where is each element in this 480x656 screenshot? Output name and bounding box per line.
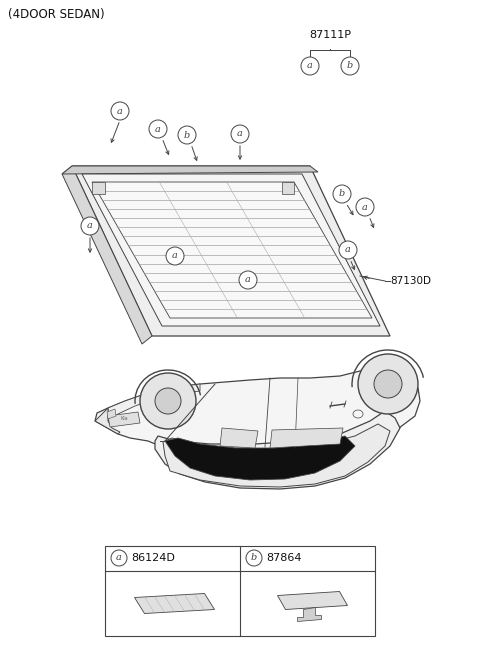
Polygon shape	[155, 411, 400, 489]
Polygon shape	[277, 592, 348, 609]
Text: a: a	[155, 125, 161, 134]
Circle shape	[140, 373, 196, 429]
Polygon shape	[282, 182, 294, 194]
Circle shape	[81, 217, 99, 235]
Text: a: a	[237, 129, 243, 138]
Polygon shape	[298, 607, 322, 621]
Text: a: a	[116, 554, 122, 562]
Circle shape	[358, 354, 418, 414]
Polygon shape	[72, 166, 390, 336]
Text: (4DOOR SEDAN): (4DOOR SEDAN)	[8, 8, 105, 21]
Polygon shape	[62, 166, 318, 174]
Polygon shape	[270, 428, 343, 448]
Circle shape	[231, 125, 249, 143]
Polygon shape	[108, 412, 140, 427]
Polygon shape	[220, 428, 258, 448]
Circle shape	[374, 370, 402, 398]
Text: a: a	[87, 222, 93, 230]
Polygon shape	[95, 368, 420, 451]
Circle shape	[166, 247, 184, 265]
Polygon shape	[92, 182, 105, 194]
Text: b: b	[339, 190, 345, 199]
Circle shape	[178, 126, 196, 144]
Polygon shape	[62, 166, 152, 344]
Text: Kia: Kia	[120, 417, 128, 422]
Text: 86124D: 86124D	[131, 553, 175, 563]
Text: 87864: 87864	[266, 553, 301, 563]
Circle shape	[149, 120, 167, 138]
Text: a: a	[345, 245, 351, 255]
Circle shape	[111, 102, 129, 120]
Text: a: a	[307, 62, 313, 70]
Text: b: b	[347, 62, 353, 70]
Text: 87111P: 87111P	[309, 30, 351, 40]
Text: a: a	[117, 106, 123, 115]
Polygon shape	[107, 409, 116, 419]
Circle shape	[341, 57, 359, 75]
Polygon shape	[134, 594, 215, 613]
Circle shape	[246, 550, 262, 566]
Polygon shape	[82, 174, 380, 326]
Polygon shape	[165, 436, 355, 480]
Circle shape	[339, 241, 357, 259]
Text: b: b	[251, 554, 257, 562]
Circle shape	[333, 185, 351, 203]
Text: a: a	[245, 276, 251, 285]
Bar	[105, 546, 375, 636]
Polygon shape	[163, 424, 390, 487]
Text: a: a	[362, 203, 368, 211]
Circle shape	[356, 198, 374, 216]
Circle shape	[239, 271, 257, 289]
Circle shape	[155, 388, 181, 414]
Polygon shape	[108, 384, 200, 421]
Polygon shape	[95, 408, 120, 434]
Text: 87130D: 87130D	[390, 276, 431, 286]
Polygon shape	[92, 182, 372, 318]
Text: b: b	[184, 131, 190, 140]
Text: a: a	[172, 251, 178, 260]
Circle shape	[301, 57, 319, 75]
Circle shape	[111, 550, 127, 566]
